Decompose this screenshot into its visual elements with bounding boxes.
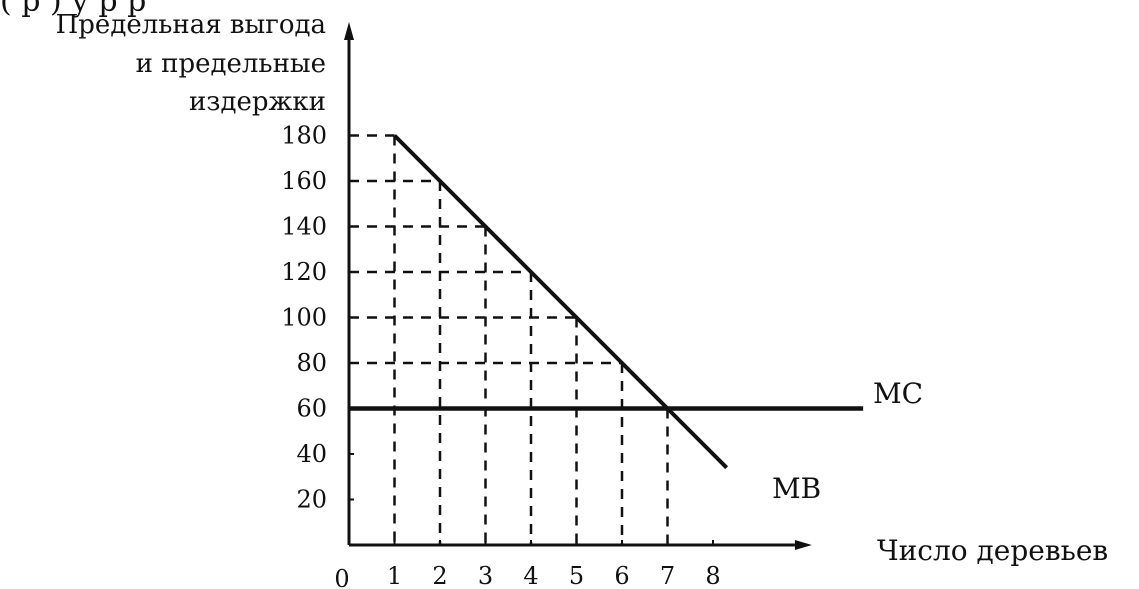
x-axis-title: Число деревьев — [877, 534, 1108, 567]
origin-label: 0 — [334, 565, 349, 589]
x-tick-label: 4 — [523, 562, 538, 589]
tick-labels: 20 40 60 80 100 120 140 160 180 1 2 3 4 5 6 7 8 MB MC — [281, 122, 923, 589]
y-tick-label: 60 — [296, 395, 327, 423]
y-tick-label: 140 — [281, 213, 327, 241]
y-tick-label: 80 — [296, 349, 327, 377]
y-tick-label: 100 — [281, 304, 327, 332]
x-tick-label: 1 — [387, 562, 402, 589]
y-tick-label: 180 — [281, 122, 327, 150]
x-tick-label: 3 — [478, 562, 493, 589]
y-axis-title-line-3: издержки — [189, 87, 326, 117]
mb-line — [393, 134, 729, 470]
y-axis-title-line-2: и предельные — [136, 49, 326, 79]
x-tick-label: 6 — [614, 562, 629, 589]
dashed-guides — [349, 134, 669, 545]
axes — [344, 22, 812, 550]
y-tick-label: 120 — [281, 258, 327, 286]
y-tick-label: 20 — [296, 486, 327, 514]
x-tick-label: 5 — [569, 562, 584, 589]
y-axis-title-line-1: Предельная выгода — [56, 10, 326, 40]
mc-label: MC — [873, 377, 923, 410]
y-axis-title: Предельная выгода и предельные издержки — [56, 10, 326, 117]
y-tick-label: 40 — [296, 440, 327, 468]
series — [349, 134, 864, 470]
x-axis-arrowhead — [794, 540, 812, 550]
x-tick-label: 8 — [705, 562, 720, 589]
top-cropped-text: ( р ) у р р — [0, 0, 146, 19]
x-tick-label: 2 — [432, 562, 447, 589]
y-axis-arrowhead — [344, 22, 354, 40]
y-tick-label: 160 — [281, 167, 327, 195]
mb-label: MB — [772, 472, 821, 505]
x-tick-label: 7 — [660, 562, 675, 589]
